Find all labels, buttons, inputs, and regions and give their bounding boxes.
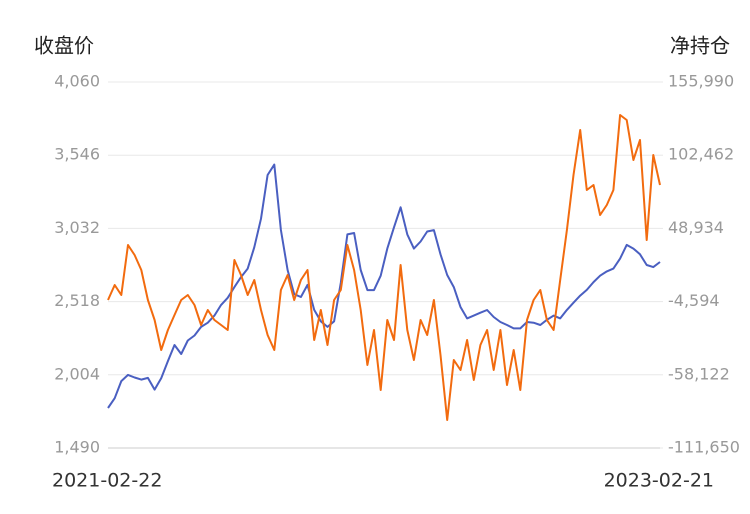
series-line: [107, 163, 661, 409]
y2-tick-label: 102,462: [668, 145, 734, 164]
x-tick-label: 2023-02-21: [604, 470, 714, 492]
x-tick-label: 2021-02-22: [52, 470, 162, 492]
y-axis-title: 收盘价: [34, 34, 94, 58]
y-tick-label: 2,004: [54, 364, 100, 383]
y-tick-label: 3,546: [54, 145, 100, 164]
y-tick-label: 2,518: [54, 291, 100, 310]
y-tick-label: 1,490: [54, 438, 100, 457]
y2-tick-label: -111,650: [668, 438, 740, 457]
y2-axis-title: 净持仓: [670, 34, 730, 58]
y2-tick-label: -4,594: [668, 291, 720, 310]
y-tick-label: 3,032: [54, 218, 100, 237]
y2-tick-label: -58,122: [668, 364, 730, 383]
y-tick-label: 4,060: [54, 72, 100, 91]
y2-tick-label: 48,934: [668, 218, 724, 237]
series-line: [107, 114, 661, 421]
y2-tick-label: 155,990: [668, 72, 734, 91]
